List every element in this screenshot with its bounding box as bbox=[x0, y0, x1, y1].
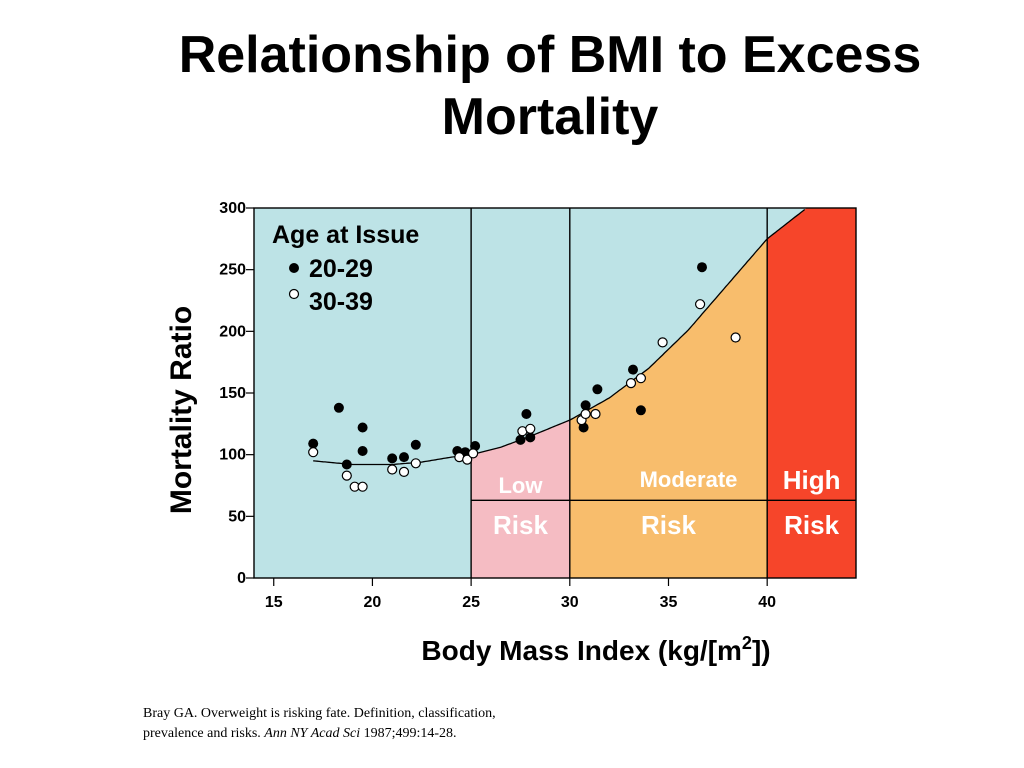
y-tick-label-150: 150 bbox=[219, 385, 246, 402]
x-tick-label-20: 20 bbox=[364, 594, 382, 611]
zone-label-high: High bbox=[783, 465, 841, 495]
citation-line-1: Bray GA. Overweight is risking fate. Def… bbox=[143, 706, 496, 721]
x-axis-title-superscript: 2 bbox=[742, 633, 752, 653]
point-age-30-39-13 bbox=[580, 408, 591, 420]
point-age-20-29-11 bbox=[515, 434, 526, 445]
legend: Age at Issue 20-29 30-39 bbox=[272, 221, 419, 316]
y-tick-label-300: 300 bbox=[219, 200, 246, 217]
point-age-20-29-5 bbox=[387, 453, 398, 464]
y-axis-title: Mortality Ratio bbox=[165, 306, 198, 514]
x-axis-title-end: ]) bbox=[752, 635, 771, 666]
point-age-30-39-15 bbox=[625, 378, 637, 389]
y-tick-label-200: 200 bbox=[219, 323, 246, 340]
x-tick-label-30: 30 bbox=[561, 594, 579, 611]
zone-labels: Low Risk Moderate Risk High Risk bbox=[493, 465, 840, 540]
point-age-30-39-14 bbox=[590, 408, 601, 420]
legend-title: Age at Issue bbox=[272, 221, 419, 249]
point-age-30-39-5 bbox=[398, 466, 410, 477]
point-age-20-29-4 bbox=[357, 446, 368, 456]
zone-risk-label-low: Risk bbox=[493, 510, 548, 540]
page-title-line-1: Relationship of BMI to Excess bbox=[178, 26, 922, 84]
point-age-30-39-16 bbox=[635, 373, 647, 384]
legend-marker-open bbox=[288, 288, 300, 300]
point-age-20-29-17 bbox=[628, 364, 638, 375]
point-age-30-39-3 bbox=[357, 481, 368, 492]
y-tick-label-100: 100 bbox=[219, 447, 246, 464]
point-age-30-39-4 bbox=[387, 464, 398, 475]
citation: Bray GA. Overweight is risking fate. Def… bbox=[143, 704, 663, 744]
point-age-30-39-8 bbox=[462, 454, 473, 465]
point-age-20-29-3 bbox=[357, 422, 368, 433]
trend-curve-layer bbox=[313, 208, 806, 466]
point-age-20-29-19 bbox=[697, 262, 707, 273]
point-age-30-39-6 bbox=[410, 458, 421, 469]
point-age-20-29-13 bbox=[525, 432, 536, 443]
legend-entry-20-29: 20-29 bbox=[309, 255, 373, 283]
point-age-20-29-18 bbox=[635, 405, 646, 416]
zone-risk-label-moderate: Risk bbox=[641, 510, 696, 540]
y-tick-label-0: 0 bbox=[237, 570, 246, 587]
point-age-30-39-19 bbox=[730, 332, 741, 343]
x-tick-label-15: 15 bbox=[265, 594, 283, 611]
risk-zones bbox=[254, 208, 856, 579]
x-axis-title-main: Body Mass Index (kg/[m bbox=[421, 635, 742, 666]
risk-zone-low bbox=[471, 420, 570, 578]
legend-marker-filled bbox=[289, 263, 299, 273]
point-age-30-39-11 bbox=[525, 423, 536, 434]
y-tick-label-250: 250 bbox=[219, 262, 246, 279]
x-tick-label-35: 35 bbox=[660, 594, 678, 611]
zone-label-low: Low bbox=[498, 473, 543, 498]
point-age-30-39-18 bbox=[694, 299, 706, 310]
citation-journal: Ann NY Acad Sci bbox=[264, 726, 361, 741]
axes: 0 50 100 150 200 250 300 15 20 25 30 35 40 bbox=[219, 200, 857, 611]
point-age-30-39-1 bbox=[341, 470, 352, 481]
point-age-20-29-16 bbox=[592, 384, 603, 395]
point-age-20-29-1 bbox=[333, 402, 344, 413]
point-age-20-29-2 bbox=[341, 459, 352, 470]
risk-zone-moderate bbox=[569, 238, 768, 579]
citation-line-2-prefix: prevalence and risks. bbox=[143, 726, 265, 741]
point-age-20-29-6 bbox=[399, 452, 409, 463]
x-tick-label-40: 40 bbox=[758, 594, 776, 611]
page-title-line-2: Mortality bbox=[441, 88, 659, 146]
point-age-20-29-12 bbox=[521, 409, 532, 419]
point-age-30-39-9 bbox=[468, 448, 479, 459]
citation-line-2-suffix: 1987;499:14-28. bbox=[360, 726, 457, 741]
y-tick-label-50: 50 bbox=[228, 508, 246, 525]
zone-label-moderate: Moderate bbox=[640, 467, 738, 492]
zone-risk-label-high: Risk bbox=[784, 510, 839, 540]
point-age-30-39-0 bbox=[308, 447, 319, 458]
legend-entry-30-39: 30-39 bbox=[309, 288, 373, 316]
point-age-30-39-17 bbox=[657, 337, 668, 348]
page-title: Relationship of BMI to Excess Mortality bbox=[0, 24, 1024, 148]
data-points bbox=[308, 262, 741, 492]
x-axis-title: Body Mass Index (kg/[m2]) bbox=[421, 633, 770, 666]
trend-curve bbox=[313, 208, 806, 466]
point-age-20-29-0 bbox=[308, 438, 319, 449]
citation-line-2: prevalence and risks. Ann NY Acad Sci 19… bbox=[143, 724, 663, 744]
zone-dividers bbox=[470, 208, 856, 578]
risk-zone-high bbox=[767, 208, 856, 578]
point-age-20-29-7 bbox=[410, 439, 421, 450]
point-age-20-29-15 bbox=[580, 400, 591, 411]
x-tick-label-25: 25 bbox=[462, 594, 480, 611]
